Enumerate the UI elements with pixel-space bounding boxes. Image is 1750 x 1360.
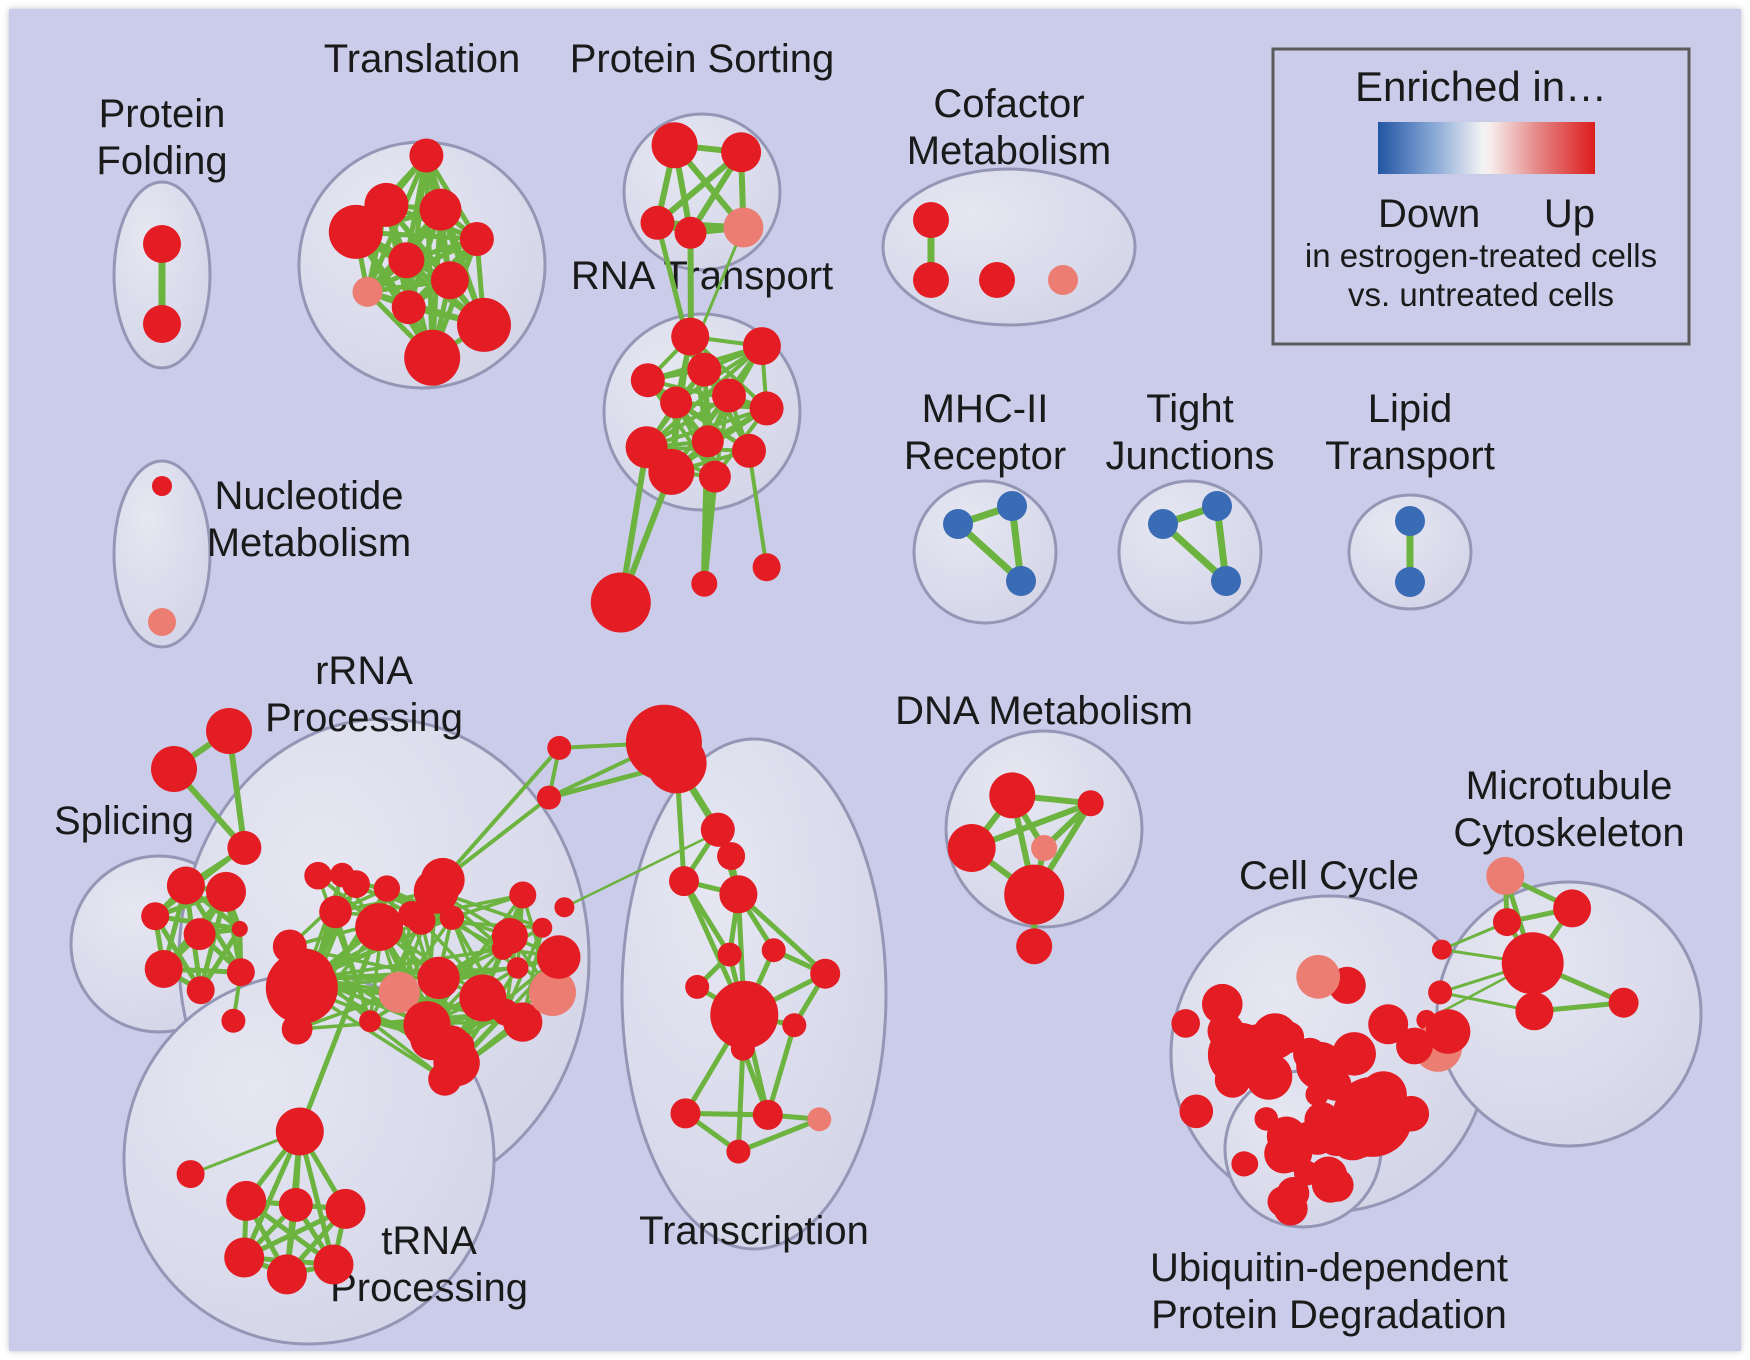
svg-text:vs. untreated cells: vs. untreated cells bbox=[1348, 276, 1614, 313]
svg-text:Lipid: Lipid bbox=[1368, 387, 1453, 431]
svg-text:Protein: Protein bbox=[99, 92, 226, 136]
svg-text:Metabolism: Metabolism bbox=[207, 521, 412, 565]
svg-text:Folding: Folding bbox=[96, 139, 227, 183]
svg-text:Cytoskeleton: Cytoskeleton bbox=[1453, 811, 1684, 855]
svg-text:Receptor: Receptor bbox=[904, 434, 1066, 478]
svg-text:Cell Cycle: Cell Cycle bbox=[1239, 854, 1419, 898]
svg-text:Splicing: Splicing bbox=[54, 799, 194, 843]
svg-text:in estrogen-treated cells: in estrogen-treated cells bbox=[1305, 237, 1657, 274]
svg-text:tRNA: tRNA bbox=[381, 1219, 477, 1263]
svg-text:Metabolism: Metabolism bbox=[907, 129, 1112, 173]
svg-text:Enriched in…: Enriched in… bbox=[1355, 63, 1607, 110]
svg-text:Ubiquitin-dependent: Ubiquitin-dependent bbox=[1150, 1246, 1508, 1290]
svg-text:Protein Degradation: Protein Degradation bbox=[1151, 1293, 1507, 1337]
svg-text:Down: Down bbox=[1378, 192, 1480, 236]
svg-text:rRNA: rRNA bbox=[315, 649, 413, 693]
svg-text:Junctions: Junctions bbox=[1106, 434, 1275, 478]
svg-text:Translation: Translation bbox=[324, 37, 520, 81]
svg-text:DNA Metabolism: DNA Metabolism bbox=[895, 689, 1193, 733]
svg-text:Cofactor: Cofactor bbox=[933, 82, 1084, 126]
svg-text:RNA Transport: RNA Transport bbox=[571, 254, 833, 298]
svg-text:Transport: Transport bbox=[1325, 434, 1495, 478]
svg-text:Transcription: Transcription bbox=[639, 1209, 869, 1253]
svg-text:Up: Up bbox=[1544, 192, 1595, 236]
svg-text:Processing: Processing bbox=[265, 696, 463, 740]
svg-text:MHC-II: MHC-II bbox=[922, 387, 1049, 431]
svg-text:Protein Sorting: Protein Sorting bbox=[570, 37, 835, 81]
svg-text:Microtubule: Microtubule bbox=[1466, 764, 1673, 808]
svg-text:Processing: Processing bbox=[330, 1266, 528, 1310]
svg-text:Nucleotide: Nucleotide bbox=[214, 474, 403, 518]
svg-text:Tight: Tight bbox=[1146, 387, 1233, 431]
